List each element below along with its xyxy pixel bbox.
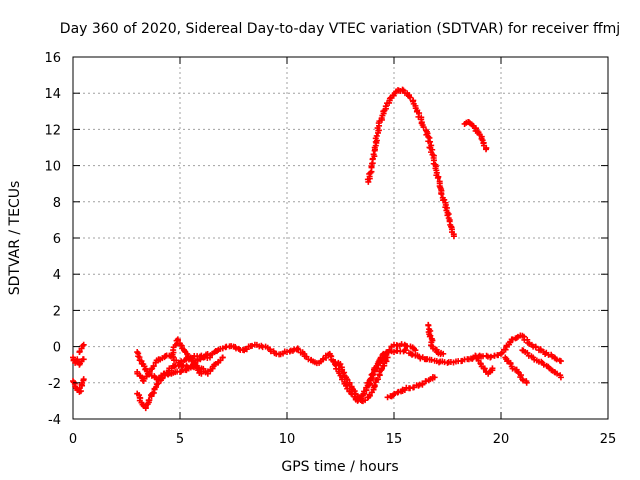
y-tick-label: 2 — [53, 304, 61, 319]
series-arc-j — [384, 374, 438, 401]
data-point — [386, 95, 393, 102]
data-point — [487, 353, 494, 360]
data-point — [384, 394, 391, 401]
y-tick-labels: -4 -2 0 2 4 6 8 10 12 14 16 — [44, 51, 61, 428]
data-point — [428, 356, 435, 363]
data-point — [554, 370, 561, 377]
data-point — [370, 371, 377, 378]
data-point — [557, 374, 564, 381]
x-tick-label: 25 — [600, 432, 617, 447]
y-tick-label: 12 — [44, 123, 61, 138]
data-point — [498, 350, 504, 357]
series-arc-m — [502, 354, 530, 386]
data-point — [374, 376, 381, 383]
data-point — [407, 94, 414, 101]
data-point — [219, 354, 226, 361]
data-points — [70, 86, 564, 412]
data-point — [371, 382, 378, 389]
data-point — [352, 391, 359, 398]
data-point — [80, 341, 87, 348]
x-tick-label: 15 — [386, 432, 403, 447]
x-tick-label: 20 — [493, 432, 510, 447]
data-point — [450, 233, 457, 240]
data-point — [383, 349, 390, 356]
data-point — [489, 365, 496, 372]
data-point — [168, 352, 175, 359]
data-point — [412, 347, 419, 354]
data-point — [80, 376, 87, 383]
x-tick-labels: 0 5 10 15 20 25 — [69, 432, 616, 447]
data-point — [415, 382, 422, 389]
y-tick-label: 4 — [53, 268, 61, 283]
data-point — [249, 342, 256, 349]
data-point — [557, 358, 564, 365]
y-axis-label: SDTVAR / TECUs — [7, 181, 23, 296]
series-arc-p — [461, 118, 490, 153]
data-point — [532, 344, 539, 351]
ticks — [72, 56, 609, 420]
data-point — [198, 370, 205, 377]
series-arc-c — [76, 341, 87, 356]
series-arc-h — [335, 354, 391, 405]
data-point — [391, 390, 398, 397]
series-arc-k — [425, 321, 447, 358]
series-arc-n — [519, 347, 564, 381]
data-point — [190, 358, 197, 365]
data-point — [419, 380, 426, 387]
x-tick-label: 10 — [279, 432, 296, 447]
x-tick-label: 5 — [176, 432, 184, 447]
data-point — [440, 350, 447, 357]
data-point — [148, 366, 155, 373]
data-point — [146, 397, 153, 404]
y-tick-label: 8 — [53, 196, 61, 211]
y-tick-label: 0 — [53, 341, 61, 356]
y-tick-label: 6 — [53, 232, 61, 247]
data-point — [436, 359, 443, 366]
data-point — [438, 191, 445, 198]
x-axis-label: GPS time / hours — [281, 459, 398, 475]
data-point — [483, 146, 490, 153]
data-point — [343, 382, 350, 389]
series-arc-a — [70, 354, 87, 368]
series-arc-o — [364, 86, 457, 240]
data-point — [206, 354, 213, 361]
series-arc-i — [363, 341, 419, 394]
y-tick-label: 10 — [44, 160, 61, 175]
data-point — [553, 356, 560, 363]
y-tick-label: -2 — [48, 377, 61, 392]
data-point — [523, 379, 530, 386]
data-point — [386, 347, 393, 354]
data-point — [427, 138, 434, 145]
chart-title: Day 360 of 2020, Sidereal Day-to-day VTE… — [60, 21, 620, 37]
data-point — [370, 151, 377, 158]
data-point — [373, 364, 380, 371]
data-point — [367, 169, 374, 176]
data-point — [150, 363, 157, 369]
data-point — [178, 358, 185, 365]
data-point — [540, 361, 547, 368]
y-tick-label: -4 — [48, 413, 61, 428]
data-point — [152, 384, 159, 391]
data-point — [431, 374, 438, 381]
series-arc-b — [70, 376, 87, 395]
data-point — [502, 346, 509, 353]
y-tick-label: 16 — [44, 51, 61, 66]
series-arc-l — [472, 352, 496, 377]
data-point — [80, 356, 87, 363]
series-arc-g — [168, 336, 205, 377]
data-point — [399, 86, 406, 93]
grid — [73, 57, 608, 419]
y-tick-label: 14 — [44, 87, 61, 102]
data-point — [420, 124, 427, 131]
data-point — [434, 174, 441, 181]
x-tick-label: 0 — [69, 432, 77, 447]
